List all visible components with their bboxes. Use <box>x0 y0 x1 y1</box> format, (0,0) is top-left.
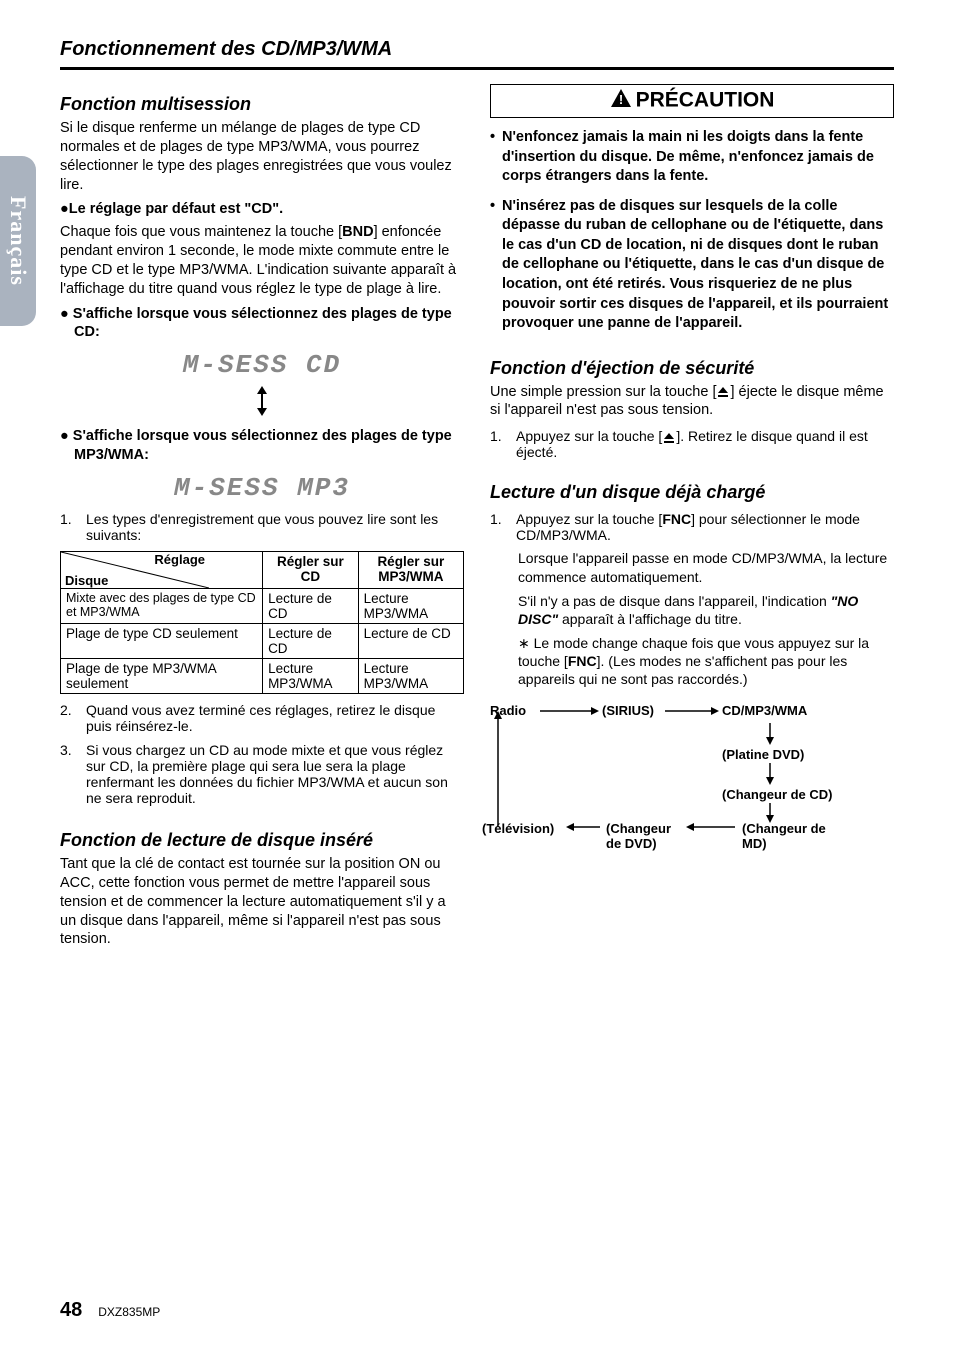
mode-flow-diagram: Radio (SIRIUS) CD/MP3/WMA (Platine DVD) … <box>490 699 894 849</box>
flow-ch-md: (Changeur de MD) <box>742 821 832 851</box>
table-row: Plage de type CD seulementLecture de CDL… <box>61 623 464 658</box>
section-inserted-disc-title: Fonction de lecture de disque inséré <box>60 830 464 851</box>
loaded-sub1: Lorsque l'appareil passe en mode CD/MP3/… <box>518 549 894 585</box>
table-header-mp3: Régler sur MP3/WMA <box>358 551 463 588</box>
caution-list: N'enfoncez jamais la main ni les doigts … <box>490 128 894 334</box>
flow-tv: (Télévision) <box>482 821 554 836</box>
section-multisession-title: Fonction multisession <box>60 94 464 115</box>
list-item: 3.Si vous chargez un CD au mode mixte et… <box>60 742 464 806</box>
flow-platine: (Platine DVD) <box>722 747 804 762</box>
list-item: 1. Appuyez sur la touche [FNC] pour séle… <box>490 511 894 543</box>
table-row: Plage de type MP3/WMA seulementLecture M… <box>61 658 464 693</box>
page-number: 48 <box>60 1299 82 1322</box>
list-item: 2.Quand vous avez terminé ces réglages, … <box>60 702 464 734</box>
caution-item: N'insérez pas de disques sur lesquels de… <box>490 197 894 334</box>
warning-icon: ! <box>610 88 632 114</box>
playback-table: Réglage Disque Régler sur CD Régler sur … <box>60 551 464 694</box>
page-header: Fonctionnement des CD/MP3/WMA <box>60 38 894 70</box>
table-header-cd: Régler sur CD <box>263 551 359 588</box>
language-tab-label: Français <box>5 196 31 286</box>
loaded-note: ∗ Le mode change chaque fois que vous ap… <box>518 634 894 689</box>
caution-item: N'enfoncez jamais la main ni les doigts … <box>490 128 894 187</box>
eject-icon <box>662 428 676 444</box>
flow-ch-cd: (Changeur de CD) <box>722 787 833 802</box>
default-setting: ●Le réglage par défaut est "CD". <box>60 200 464 219</box>
mp3-display-label: ● S'affiche lorsque vous sélectionnez de… <box>60 427 464 465</box>
table-diag-header: Réglage Disque <box>61 552 209 588</box>
svg-text:!: ! <box>618 92 622 107</box>
right-column: ! PRÉCAUTION N'enfoncez jamais la main n… <box>490 84 894 953</box>
model-number: DXZ835MP <box>98 1305 160 1319</box>
language-tab: Français <box>0 156 36 326</box>
flow-ch-dvd: (Changeur de DVD) <box>606 821 684 851</box>
caution-heading: ! PRÉCAUTION <box>490 84 894 118</box>
cd-display-label: ● S'affiche lorsque vous sélectionnez de… <box>60 305 464 343</box>
list-item: 1.Les types d'enregistrement que vous po… <box>60 511 464 543</box>
page-footer: 48 DXZ835MP <box>60 1299 160 1322</box>
eject-icon <box>716 384 730 400</box>
section-eject-title: Fonction d'éjection de sécurité <box>490 358 894 379</box>
list-item: 1. Appuyez sur la touche []. Retirez le … <box>490 428 894 460</box>
multisession-intro: Si le disque renferme un mélange de plag… <box>60 119 464 194</box>
lcd-mp3: M-SESS MP3 <box>60 473 464 503</box>
bnd-instructions: Chaque fois que vous maintenez la touche… <box>60 223 464 298</box>
inserted-disc-body: Tant que la clé de contact est tournée s… <box>60 855 464 949</box>
flow-cdmp3: CD/MP3/WMA <box>722 703 807 718</box>
flow-radio: Radio <box>490 703 526 718</box>
eject-body: Une simple pression sur la touche [] éje… <box>490 383 894 421</box>
flow-sirius: (SIRIUS) <box>602 703 654 718</box>
loaded-sub2: S'il n'y a pas de disque dans l'appareil… <box>518 592 894 628</box>
lcd-cd: M-SESS CD <box>60 350 464 380</box>
left-column: Fonction multisession Si le disque renfe… <box>60 84 464 953</box>
table-row: Mixte avec des plages de type CD et MP3/… <box>61 588 464 623</box>
vertical-arrow-icon <box>60 384 464 421</box>
section-loaded-disc-title: Lecture d'un disque déjà chargé <box>490 482 894 503</box>
